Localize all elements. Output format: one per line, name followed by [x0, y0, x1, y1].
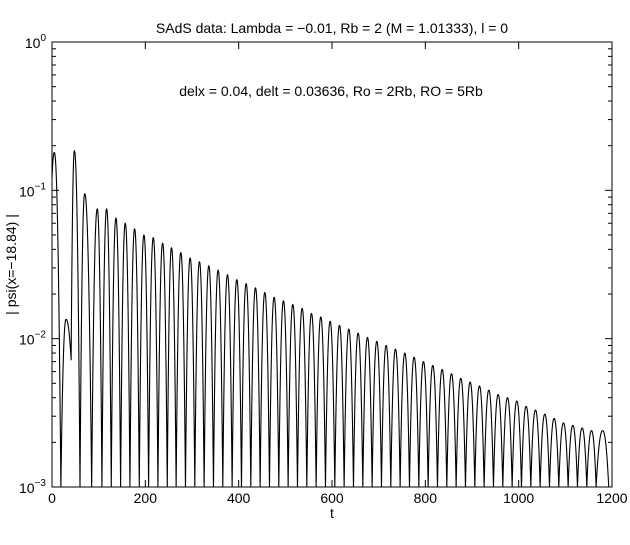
series-line: [51, 150, 610, 488]
y-tick-label: 10−3: [19, 478, 46, 496]
x-tick-label: 0: [48, 490, 56, 506]
x-tick-label: 1000: [503, 490, 534, 506]
chart-annotation: delx = 0.04, delt = 0.03636, Ro = 2Rb, R…: [179, 83, 483, 99]
y-tick-label: 10−1: [19, 181, 46, 199]
chart-title: SAdS data: Lambda = −0.01, Rb = 2 (M = 1…: [156, 20, 508, 36]
x-tick-label: 400: [227, 490, 251, 506]
axis-ticks: 0 200 400 600 800 1000 1200 10−3 10−2 10−1 100: [19, 33, 628, 506]
x-tick-label: 800: [414, 490, 438, 506]
y-tick-label: 100: [25, 33, 47, 51]
y-tick-label: 10−2: [19, 330, 46, 348]
x-axis-label: t: [330, 505, 334, 521]
x-tick-label: 200: [134, 490, 158, 506]
y-axis-label: | psi(x=−18.84) |: [3, 214, 19, 315]
x-tick-label: 1200: [596, 490, 627, 506]
x-tick-label: 600: [320, 490, 344, 506]
